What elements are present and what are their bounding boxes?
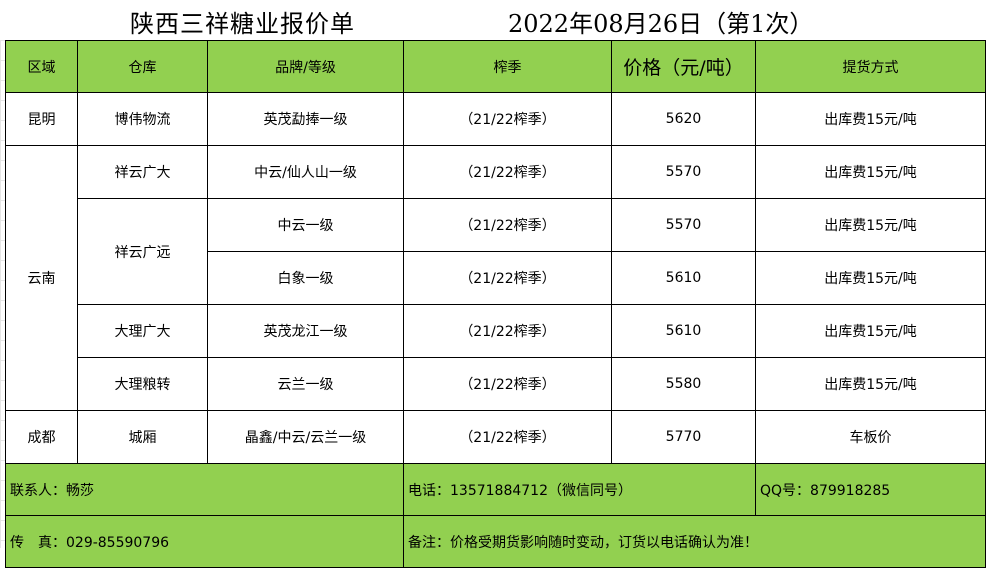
brand-cell: 中云一级 (207, 198, 404, 252)
warehouse-cell: 祥云广大 (77, 145, 208, 199)
contact-fax: 传 真：029-85590796 (5, 515, 404, 568)
brand-cell: 白象一级 (207, 251, 404, 305)
table-row: 白象一级 （21/22榨季） 5610 出库费15元/吨 (6, 251, 986, 305)
season-cell: （21/22榨季） (403, 304, 612, 358)
table-row: 大理粮转 云兰一级 （21/22榨季） 5580 出库费15元/吨 (6, 357, 986, 411)
season-cell: （21/22榨季） (403, 145, 612, 199)
region-cell: 云南 (5, 145, 78, 411)
contact-phone: 电话：13571884712（微信同号） (403, 463, 756, 516)
season-cell: （21/22榨季） (403, 410, 612, 464)
brand-cell: 云兰一级 (207, 357, 404, 411)
region-cell: 成都 (5, 410, 78, 464)
season-cell: （21/22榨季） (403, 251, 612, 305)
brand-cell: 晶鑫/中云/云兰一级 (207, 410, 404, 464)
price-cell: 5770 (611, 410, 756, 464)
table-row: 大理广大 英茂龙江一级 （21/22榨季） 5610 出库费15元/吨 (6, 304, 986, 358)
delivery-cell: 车板价 (755, 410, 986, 464)
table-row: 昆明 博伟物流 英茂勐捧一级 （21/22榨季） 5620 出库费15元/吨 (5, 92, 986, 146)
quote-date: 2022年08月26日（第1次） (508, 10, 814, 38)
price-cell: 5580 (611, 357, 756, 411)
header-row: 区域 仓库 品牌/等级 榨季 价格（元/吨） 提货方式 (5, 40, 986, 93)
table-row: 祥云广远 中云一级 （21/22榨季） 5570 出库费15元/吨 (6, 198, 986, 305)
delivery-cell: 出库费15元/吨 (755, 92, 986, 146)
brand-cell: 英茂勐捧一级 (207, 92, 404, 146)
season-cell: （21/22榨季） (403, 357, 612, 411)
warehouse-cell: 博伟物流 (77, 92, 208, 146)
delivery-cell: 出库费15元/吨 (755, 251, 986, 305)
table-row: 成都 城厢 晶鑫/中云/云兰一级 （21/22榨季） 5770 车板价 (5, 410, 986, 464)
table-row: 云南 祥云广大 中云/仙人山一级 （21/22榨季） 5570 出库费15元/吨 (5, 145, 986, 411)
header-brand: 品牌/等级 (207, 40, 404, 93)
price-table: 区域 仓库 品牌/等级 榨季 价格（元/吨） 提货方式 昆明 博伟物流 英茂勐捧… (5, 40, 986, 568)
price-cell: 5610 (611, 304, 756, 358)
title-row: 陕西三祥糖业报价单 2022年08月26日（第1次） (0, 0, 986, 40)
footer-row: 传 真：029-85590796 备注：价格受期货影响随时变动，订货以电话确认为… (5, 515, 986, 568)
warehouse-cell: 大理粮转 (77, 357, 208, 411)
warehouse-cell: 大理广大 (77, 304, 208, 358)
header-season: 榨季 (403, 40, 612, 93)
header-delivery: 提货方式 (755, 40, 986, 93)
price-cell: 5620 (611, 92, 756, 146)
season-cell: （21/22榨季） (403, 92, 612, 146)
season-cell: （21/22榨季） (403, 198, 612, 252)
delivery-cell: 出库费15元/吨 (755, 145, 986, 199)
price-note: 备注：价格受期货影响随时变动，订货以电话确认为准！ (403, 515, 986, 568)
contact-qq: QQ号：879918285 (755, 463, 986, 516)
warehouse-cell: 城厢 (77, 410, 208, 464)
brand-cell: 英茂龙江一级 (207, 304, 404, 358)
header-region: 区域 (5, 40, 78, 93)
warehouse-cell: 祥云广远 (77, 198, 208, 305)
delivery-cell: 出库费15元/吨 (755, 198, 986, 252)
price-cell: 5610 (611, 251, 756, 305)
price-cell: 5570 (611, 145, 756, 199)
header-price: 价格（元/吨） (611, 40, 756, 93)
delivery-cell: 出库费15元/吨 (755, 357, 986, 411)
region-cell: 昆明 (5, 92, 78, 146)
brand-cell: 中云/仙人山一级 (207, 145, 404, 199)
price-cell: 5570 (611, 198, 756, 252)
sheet-title: 陕西三祥糖业报价单 (130, 10, 355, 38)
delivery-cell: 出库费15元/吨 (755, 304, 986, 358)
contact-person: 联系人：畅莎 (5, 463, 404, 516)
header-warehouse: 仓库 (77, 40, 208, 93)
footer-row: 联系人：畅莎 电话：13571884712（微信同号） QQ号：87991828… (5, 463, 986, 516)
